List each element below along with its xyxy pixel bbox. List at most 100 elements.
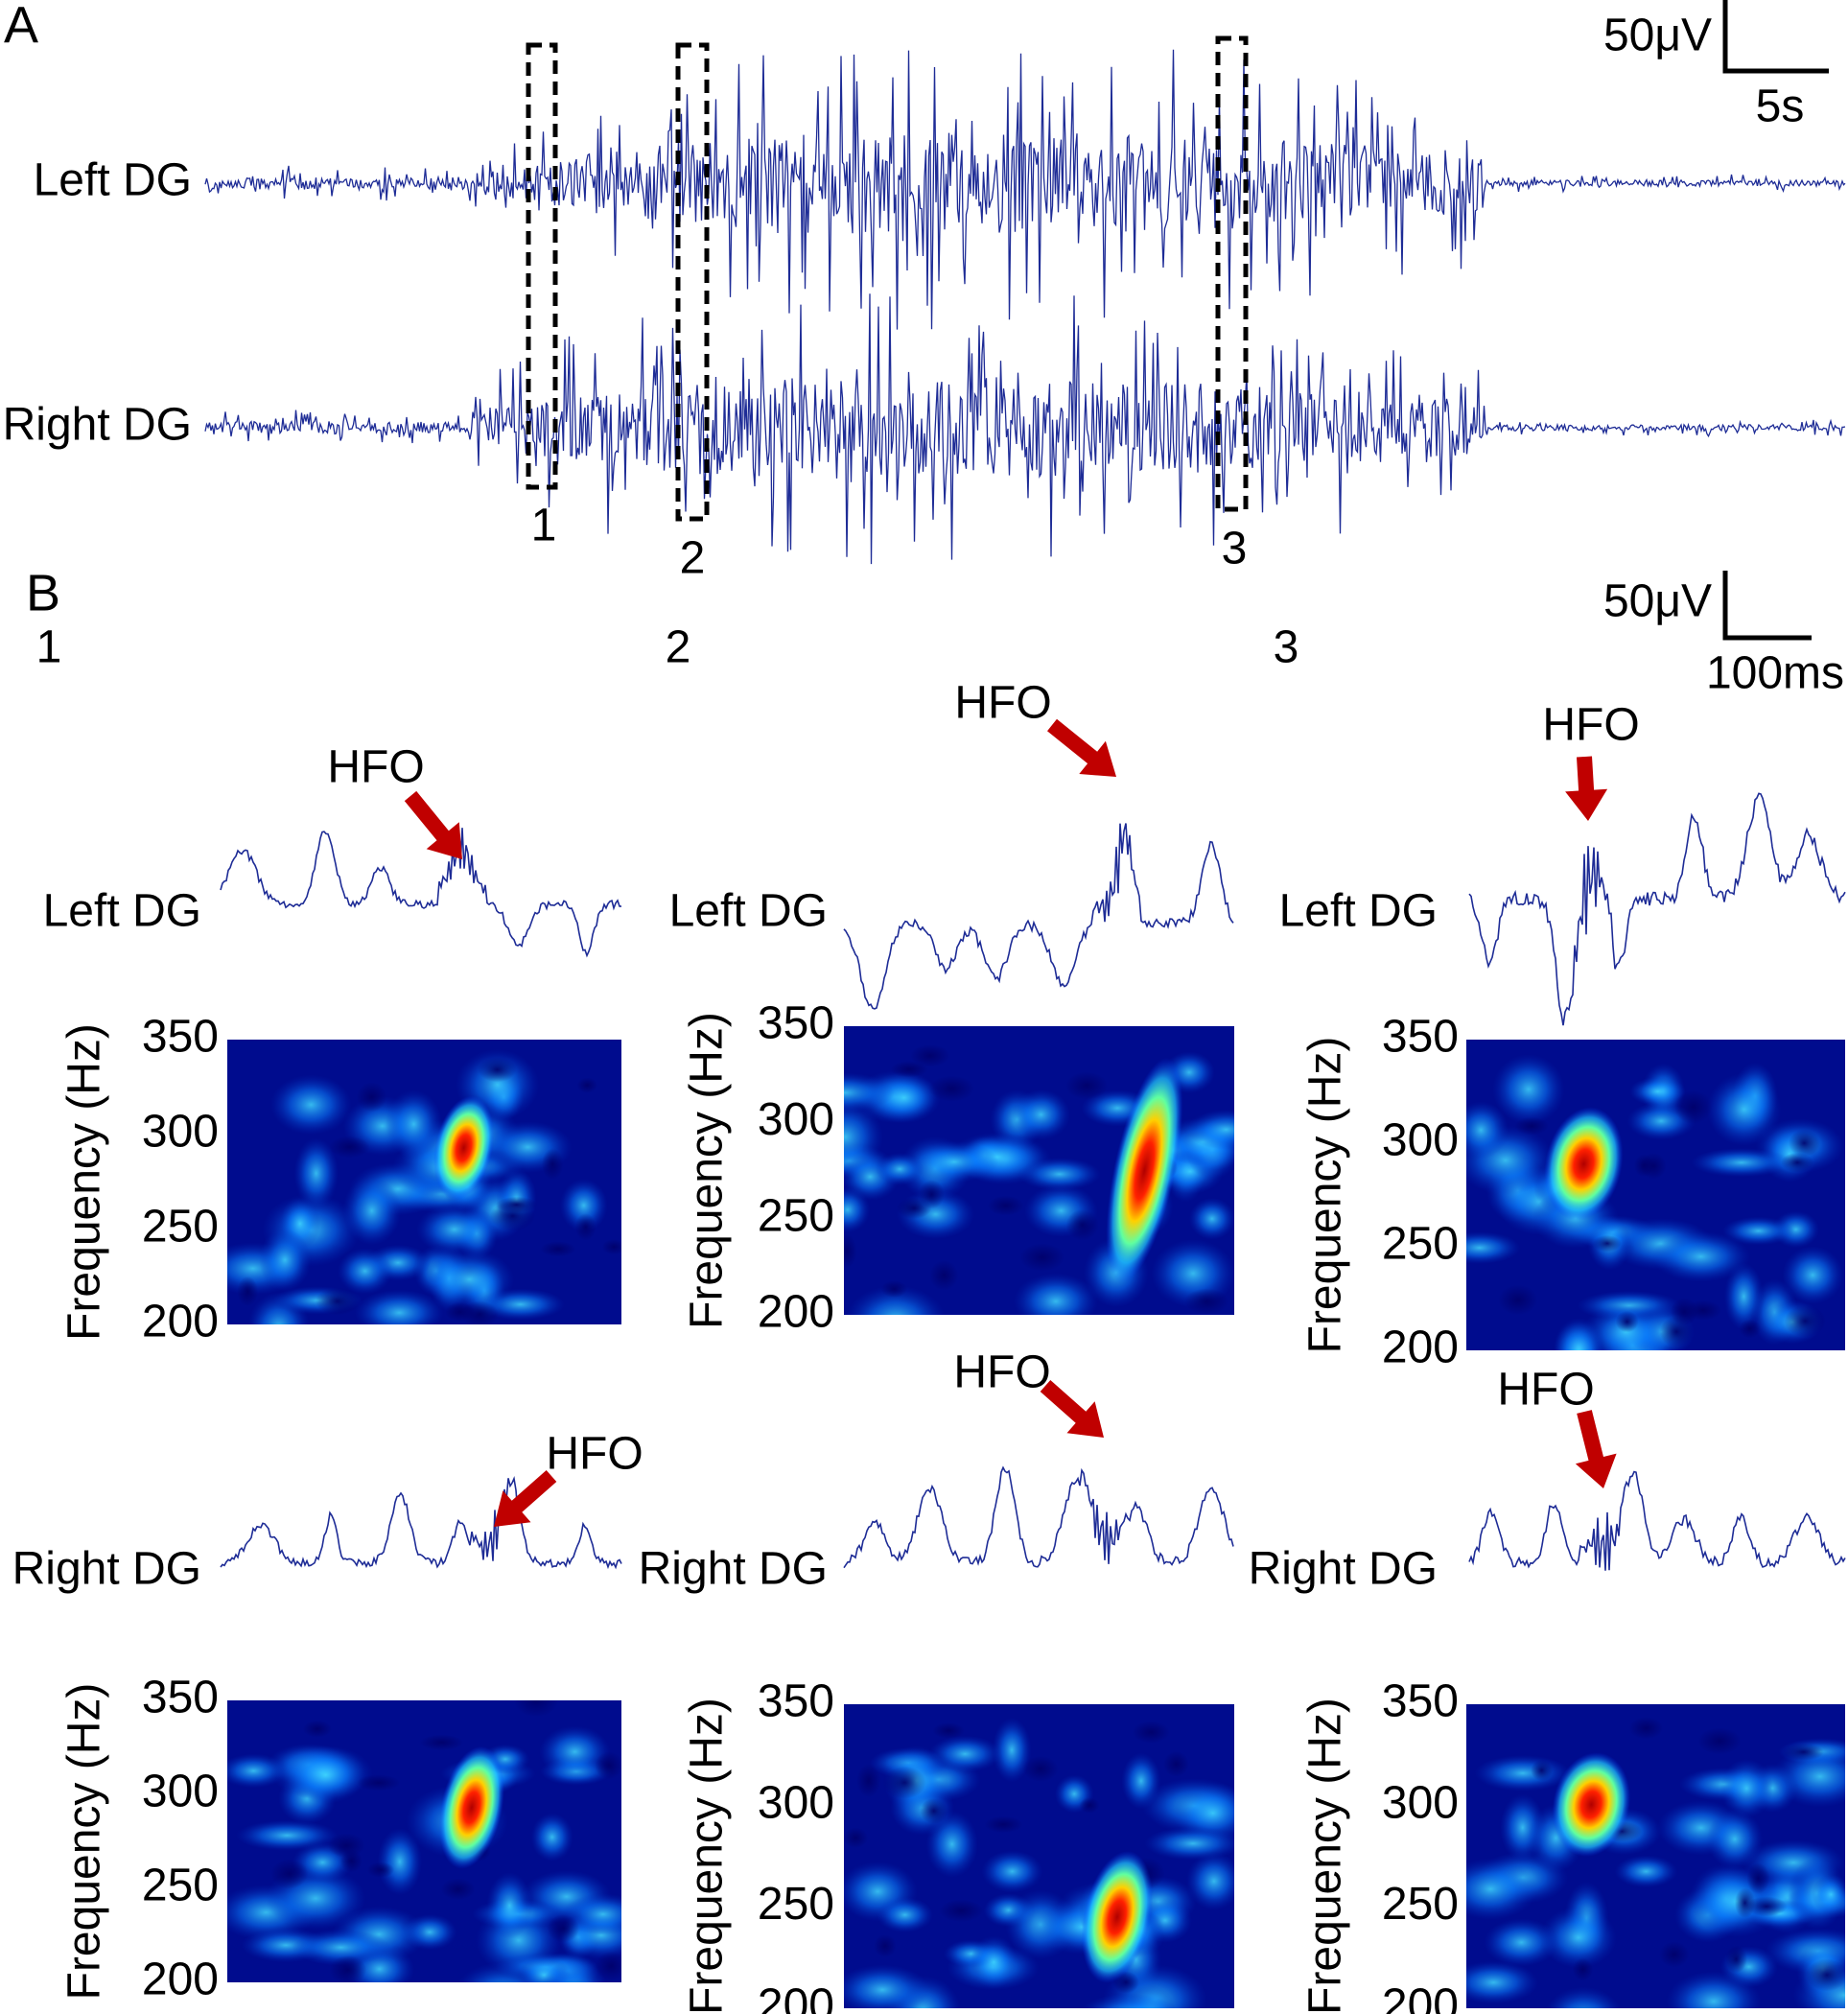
y-tick-label: 300 bbox=[758, 1094, 834, 1145]
spectral-hole bbox=[1022, 1755, 1059, 1782]
spectral-hole bbox=[601, 1239, 621, 1255]
y-tick-label: 350 bbox=[758, 998, 834, 1049]
column-label: 1 bbox=[36, 622, 62, 673]
spectral-blob bbox=[1189, 1197, 1234, 1240]
hfo-label: HFO bbox=[953, 1347, 1050, 1398]
hfo-label: HFO bbox=[327, 742, 424, 793]
spectral-blob bbox=[424, 1249, 515, 1310]
spectral-hole bbox=[270, 1859, 309, 1889]
spectral-hole bbox=[1615, 1310, 1639, 1333]
spectral-hole bbox=[1673, 1089, 1713, 1124]
spectral-hole bbox=[1788, 1129, 1820, 1158]
spectrogram bbox=[844, 1704, 1234, 2008]
hfo-arrow bbox=[1565, 756, 1608, 821]
hfo-power bbox=[1106, 1057, 1183, 1284]
spectral-blob bbox=[1484, 1918, 1559, 1967]
spectral-blob bbox=[1629, 1077, 1686, 1107]
window-box bbox=[675, 42, 710, 522]
spectral-hole bbox=[419, 1734, 464, 1751]
spectral-blob bbox=[1186, 1852, 1234, 1910]
spectral-hole bbox=[939, 1899, 984, 1923]
spectral-hole bbox=[844, 1233, 857, 1269]
hfo-arrow bbox=[1047, 718, 1116, 777]
y-tick-label: 250 bbox=[142, 1202, 219, 1253]
spectrogram bbox=[1466, 1040, 1845, 1350]
spectral-hole bbox=[315, 1287, 361, 1316]
hfo-label: HFO bbox=[1542, 700, 1639, 751]
window-box bbox=[1215, 35, 1249, 512]
spectral-hole bbox=[513, 1700, 559, 1718]
spectral-hole bbox=[1780, 1152, 1814, 1173]
y-tick-label: 200 bbox=[142, 1955, 219, 2005]
spectral-blob bbox=[1466, 1858, 1537, 1920]
y-tick-label: 300 bbox=[1382, 1777, 1459, 1828]
spectral-hole bbox=[1658, 1941, 1690, 1968]
scale-time: 5s bbox=[1756, 82, 1805, 132]
y-axis-label: Frequency (Hz) bbox=[59, 1683, 110, 2001]
spectral-blob bbox=[1719, 1759, 1773, 1818]
spectral-hole bbox=[929, 1259, 959, 1291]
eeg-trace bbox=[204, 49, 1846, 330]
y-tick-label: 200 bbox=[758, 1287, 834, 1338]
spectral-hole bbox=[595, 1951, 621, 1981]
spectral-hole bbox=[329, 1136, 370, 1159]
spectral-blob bbox=[486, 1872, 533, 1939]
spectral-blob bbox=[236, 1819, 339, 1851]
spectral-hole bbox=[984, 1815, 1023, 1834]
y-tick-label: 200 bbox=[758, 1980, 834, 2014]
spectral-blob bbox=[844, 1100, 883, 1174]
spectral-blob bbox=[846, 1285, 946, 1315]
spectral-blob bbox=[1081, 1993, 1178, 2008]
spectral-blob bbox=[559, 1179, 608, 1232]
hfo-arrow bbox=[1575, 1410, 1617, 1488]
spectral-blob bbox=[925, 1811, 978, 1878]
spectral-blob bbox=[270, 1074, 352, 1136]
spectral-blob bbox=[1723, 1262, 1764, 1331]
panel-label: A bbox=[4, 0, 38, 54]
spectral-blob bbox=[910, 1140, 999, 1183]
spectral-hole bbox=[356, 1774, 401, 1792]
spectral-hole bbox=[1184, 1288, 1229, 1315]
spectral-blob bbox=[981, 1850, 1043, 1893]
spectral-blob bbox=[1782, 1246, 1844, 1304]
y-tick-label: 300 bbox=[758, 1777, 834, 1828]
spectral-hole bbox=[540, 1241, 576, 1257]
spectral-hole bbox=[595, 1751, 621, 1780]
spectral-hole bbox=[1746, 1862, 1770, 1895]
hfo-power bbox=[1552, 1752, 1631, 1858]
hfo-arrow bbox=[494, 1470, 557, 1527]
spectral-blob bbox=[530, 1813, 573, 1862]
hfo-power bbox=[433, 1095, 495, 1201]
window-label: 1 bbox=[531, 501, 557, 551]
spectral-blob bbox=[259, 1229, 312, 1292]
spectral-blob bbox=[970, 1935, 1018, 1989]
y-tick-label: 250 bbox=[758, 1879, 834, 1930]
hfo-power bbox=[1544, 1107, 1624, 1221]
y-tick-label: 350 bbox=[142, 1673, 219, 1723]
spectral-hole bbox=[1806, 1958, 1845, 1992]
spectral-hole bbox=[874, 1933, 897, 1958]
spectral-blob bbox=[1546, 1986, 1622, 2008]
y-tick-label: 250 bbox=[758, 1190, 834, 1241]
trace-label: Left DG bbox=[669, 886, 828, 937]
window-label: 2 bbox=[680, 533, 706, 584]
hfo-arrow bbox=[1040, 1380, 1104, 1438]
spectral-hole bbox=[1782, 1743, 1825, 1761]
spectral-hole bbox=[987, 1195, 1024, 1216]
panel-label: B bbox=[26, 564, 60, 621]
spectral-hole bbox=[910, 1043, 950, 1067]
trace-label: Right DG bbox=[3, 400, 192, 451]
spectral-blob bbox=[1539, 1907, 1617, 1969]
spectral-hole bbox=[1065, 1071, 1109, 1100]
lfp-trace bbox=[220, 1476, 622, 1570]
trace-label: Left DG bbox=[1279, 886, 1438, 937]
spectral-hole bbox=[1065, 1208, 1099, 1241]
spectral-hole bbox=[1572, 1957, 1594, 1981]
y-tick-label: 250 bbox=[1382, 1879, 1459, 1930]
spectral-hole bbox=[547, 1914, 580, 1943]
column-label: 3 bbox=[1274, 622, 1299, 673]
spectral-hole bbox=[928, 1075, 975, 1102]
trace-label: Left DG bbox=[34, 155, 192, 206]
spectral-hole bbox=[880, 1280, 908, 1299]
column-label: 2 bbox=[666, 622, 691, 673]
